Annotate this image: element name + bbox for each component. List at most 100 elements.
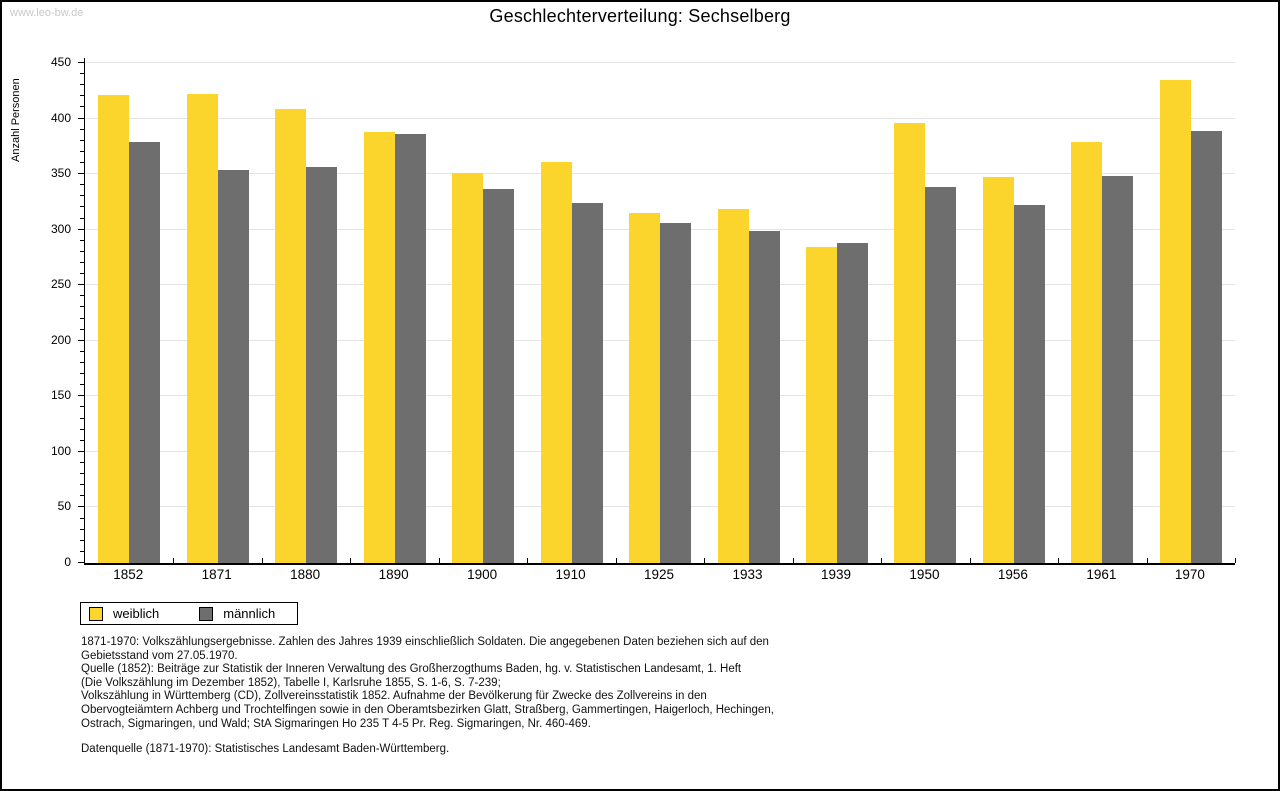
y-minor-tick xyxy=(80,150,84,152)
x-tick-label: 1933 xyxy=(732,567,763,582)
bar-männlich xyxy=(748,230,780,563)
plot-area xyxy=(84,58,1236,565)
y-tick-label: 0 xyxy=(64,555,71,569)
x-axis-tick xyxy=(527,558,529,563)
x-tick-label: 1852 xyxy=(113,567,144,582)
y-minor-tick xyxy=(80,295,84,297)
bar-weiblich xyxy=(186,94,218,563)
x-tick-label: 1956 xyxy=(997,567,1028,582)
x-axis-tick xyxy=(881,558,883,563)
x-axis-tick xyxy=(1058,558,1060,563)
y-major-tick xyxy=(78,339,84,341)
y-minor-tick xyxy=(80,128,84,130)
y-minor-tick xyxy=(80,517,84,519)
bar-group xyxy=(439,58,527,563)
legend-swatch-männlich xyxy=(199,606,214,621)
datasource-note: Datenquelle (1871-1970): Statistisches L… xyxy=(81,743,450,755)
bar-group xyxy=(173,58,261,563)
bar-weiblich xyxy=(805,247,837,563)
bar-männlich xyxy=(571,203,603,563)
footer-line: Quelle (1852): Beiträge zur Statistik de… xyxy=(81,663,742,676)
x-axis-tick xyxy=(438,558,440,563)
legend-swatch-weiblich xyxy=(89,606,103,621)
y-minor-tick xyxy=(80,373,84,375)
gridline xyxy=(86,62,1235,63)
x-axis-tick xyxy=(615,558,617,563)
gridline xyxy=(86,173,1235,175)
chart-title: Geschlechterverteilung: Sechselberg xyxy=(489,6,791,26)
bar-group xyxy=(616,58,704,563)
x-axis-tick xyxy=(261,558,263,563)
bar-männlich xyxy=(483,188,515,563)
x-tick-label: 1871 xyxy=(201,567,232,582)
y-minor-tick xyxy=(80,273,84,275)
y-tick-label: 300 xyxy=(50,221,71,236)
y-major-tick xyxy=(78,228,84,230)
legend-label: männlich xyxy=(223,606,276,621)
y-axis: 0 50 100 150 200 250 300 350 400 450 xyxy=(2,55,84,569)
y-minor-tick xyxy=(80,428,84,430)
y-minor-tick xyxy=(80,362,84,363)
footer-line: Ostrach, Sigmaringen, und Wald; StA Sigm… xyxy=(81,717,591,730)
y-minor-tick xyxy=(80,162,84,163)
y-minor-tick xyxy=(80,406,84,408)
y-minor-tick xyxy=(80,528,84,530)
x-tick-label: 1925 xyxy=(644,567,675,582)
y-minor-tick xyxy=(80,184,84,186)
legend-item: männlich xyxy=(199,606,275,621)
legend: weiblich männlich xyxy=(80,602,299,625)
bar-group xyxy=(793,58,881,563)
bar-weiblich xyxy=(1071,141,1103,563)
x-tick-label: 1950 xyxy=(909,567,940,582)
y-minor-tick xyxy=(80,539,84,541)
bar-group xyxy=(527,58,615,563)
bar-männlich xyxy=(129,141,161,563)
x-tick-label: 1890 xyxy=(378,567,409,582)
y-minor-tick xyxy=(80,417,84,419)
y-major-tick xyxy=(78,173,84,175)
footer-line: 1871-1970: Volkszählungsergebnisse. Zahl… xyxy=(81,636,769,648)
y-minor-tick xyxy=(80,139,84,141)
y-minor-tick xyxy=(80,306,84,308)
bar-männlich xyxy=(925,187,957,563)
y-major-tick xyxy=(78,395,84,397)
y-tick-label: 450 xyxy=(50,55,71,69)
y-tick-label: 150 xyxy=(50,388,71,403)
bar-weiblich xyxy=(275,108,307,563)
x-tick-label: 1910 xyxy=(555,567,586,582)
bar-männlich xyxy=(1190,130,1222,563)
footer-line: (Die Volkszählung im Dezember 1852), Tab… xyxy=(81,676,501,689)
footer-notes: 1871-1970: Volkszählungsergebnisse. Zahl… xyxy=(81,636,774,731)
x-tick-label: 1900 xyxy=(467,567,498,582)
y-minor-tick xyxy=(80,250,84,252)
x-tick-label: 1880 xyxy=(290,567,321,582)
y-major-tick xyxy=(78,284,84,286)
bar-group xyxy=(85,58,173,563)
x-axis-tick xyxy=(792,558,794,563)
bar-group xyxy=(1147,58,1235,563)
y-minor-tick xyxy=(80,217,84,219)
bar-männlich xyxy=(394,134,426,563)
y-minor-tick xyxy=(80,550,84,552)
y-major-tick xyxy=(78,562,84,563)
bar-group xyxy=(704,58,792,563)
bar-männlich xyxy=(217,169,249,563)
x-axis-tick xyxy=(1235,558,1236,563)
x-axis-tick xyxy=(704,558,706,563)
y-minor-tick xyxy=(80,206,84,208)
x-tick-label: 1939 xyxy=(820,567,851,582)
x-axis-tick xyxy=(969,558,971,563)
bar-weiblich xyxy=(363,131,395,563)
bar-group xyxy=(1058,58,1146,563)
y-minor-tick xyxy=(80,473,84,475)
footer-line: Volkszählung in Württemberg (CD), Zollve… xyxy=(81,690,707,703)
bar-männlich xyxy=(836,243,868,563)
y-minor-tick xyxy=(80,84,84,86)
watermark: www.leo-bw.de xyxy=(10,7,84,19)
bar-group xyxy=(881,58,969,563)
y-major-tick xyxy=(78,506,84,508)
y-minor-tick xyxy=(80,317,84,319)
bar-weiblich xyxy=(894,123,926,563)
y-minor-tick xyxy=(80,328,84,330)
